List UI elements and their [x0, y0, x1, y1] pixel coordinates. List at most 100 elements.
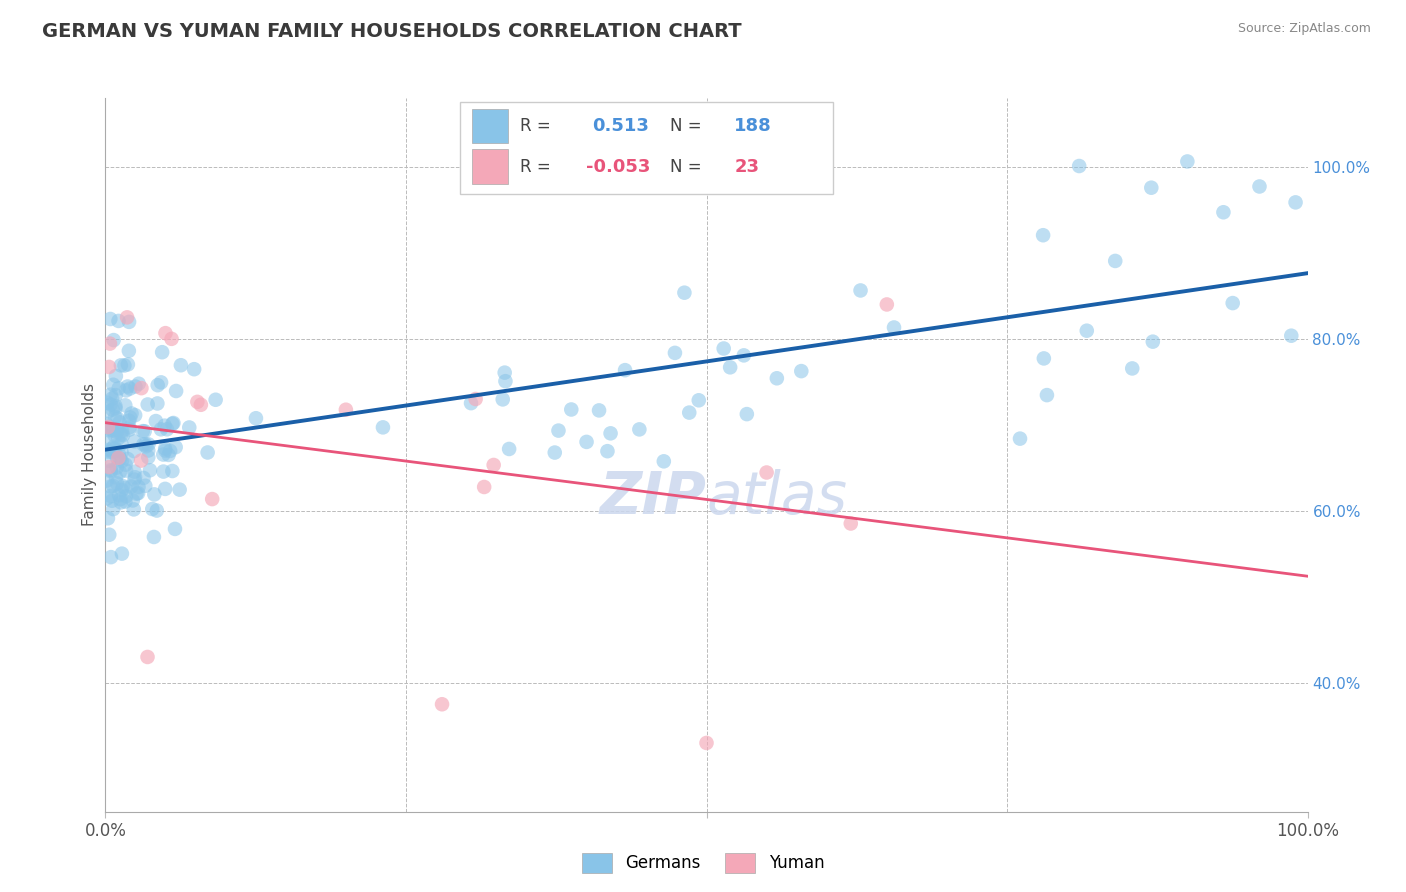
Point: [120, 410, 142, 425]
Point: [1069, 159, 1091, 173]
FancyBboxPatch shape: [460, 102, 832, 194]
Point: [134, 437, 156, 451]
Point: [152, 448, 174, 462]
Text: N =: N =: [671, 158, 702, 176]
Point: [97, 444, 120, 458]
Point: [673, 285, 696, 300]
Point: [124, 408, 146, 422]
Point: [492, 392, 515, 407]
Point: [103, 333, 125, 347]
Point: [430, 698, 453, 712]
Point: [97, 404, 120, 418]
Point: [876, 297, 898, 311]
Point: [103, 439, 125, 453]
FancyBboxPatch shape: [472, 109, 508, 143]
Point: [1032, 228, 1054, 243]
Point: [110, 492, 132, 507]
Y-axis label: Family Households: Family Households: [82, 384, 97, 526]
Point: [117, 379, 139, 393]
Point: [136, 397, 159, 411]
Text: 23: 23: [734, 158, 759, 176]
Point: [169, 483, 191, 497]
Point: [153, 442, 176, 456]
Point: [132, 471, 155, 485]
Point: [121, 407, 143, 421]
Point: [107, 450, 129, 465]
Point: [678, 406, 700, 420]
Point: [111, 547, 134, 561]
Point: [1104, 254, 1126, 268]
Point: [155, 443, 177, 458]
Point: [197, 445, 219, 459]
Point: [97, 423, 120, 437]
Point: [146, 396, 169, 410]
Point: [112, 428, 135, 442]
Point: [105, 476, 128, 491]
Point: [104, 401, 127, 416]
Legend: Germans, Yuman: Germans, Yuman: [575, 847, 831, 880]
Point: [142, 530, 165, 544]
Point: [139, 463, 162, 477]
Point: [104, 388, 127, 402]
Point: [97, 511, 120, 525]
Point: [371, 420, 394, 434]
Point: [790, 364, 813, 378]
Point: [118, 420, 141, 434]
Point: [114, 398, 136, 412]
Point: [163, 522, 186, 536]
Point: [100, 550, 122, 565]
Point: [145, 414, 167, 428]
Point: [494, 374, 516, 388]
Point: [1212, 205, 1234, 219]
Point: [599, 426, 621, 441]
Point: [124, 473, 146, 487]
Point: [1142, 334, 1164, 349]
Point: [100, 387, 122, 401]
Point: [482, 458, 505, 472]
Point: [134, 479, 156, 493]
Point: [98, 454, 121, 468]
Point: [107, 314, 129, 328]
Point: [107, 411, 129, 425]
Point: [110, 359, 132, 373]
Point: [104, 429, 127, 443]
Point: [118, 423, 141, 437]
Point: [112, 359, 135, 373]
Point: [141, 502, 163, 516]
Point: [766, 371, 789, 385]
Point: [1279, 328, 1302, 343]
Point: [143, 487, 166, 501]
Point: [94, 428, 117, 442]
Point: [115, 464, 138, 478]
Point: [134, 424, 156, 438]
Point: [104, 470, 127, 484]
Point: [718, 360, 741, 375]
Point: [107, 446, 129, 460]
Point: [335, 402, 357, 417]
Point: [157, 448, 180, 462]
Point: [121, 493, 143, 508]
Point: [494, 366, 516, 380]
Point: [156, 422, 179, 436]
Point: [124, 379, 146, 393]
Point: [204, 392, 226, 407]
Point: [849, 284, 872, 298]
Point: [122, 444, 145, 458]
Point: [114, 494, 136, 508]
Point: [150, 345, 173, 359]
Point: [122, 502, 145, 516]
Point: [135, 439, 157, 453]
Point: [162, 417, 184, 431]
Text: -0.053: -0.053: [586, 158, 651, 176]
Point: [1032, 351, 1054, 366]
Point: [547, 424, 569, 438]
Point: [118, 382, 141, 396]
Point: [117, 452, 139, 467]
Point: [179, 420, 201, 434]
Point: [110, 436, 132, 450]
Point: [97, 419, 120, 434]
Point: [125, 486, 148, 500]
Point: [118, 315, 141, 329]
Point: [101, 441, 124, 455]
Point: [110, 445, 132, 459]
